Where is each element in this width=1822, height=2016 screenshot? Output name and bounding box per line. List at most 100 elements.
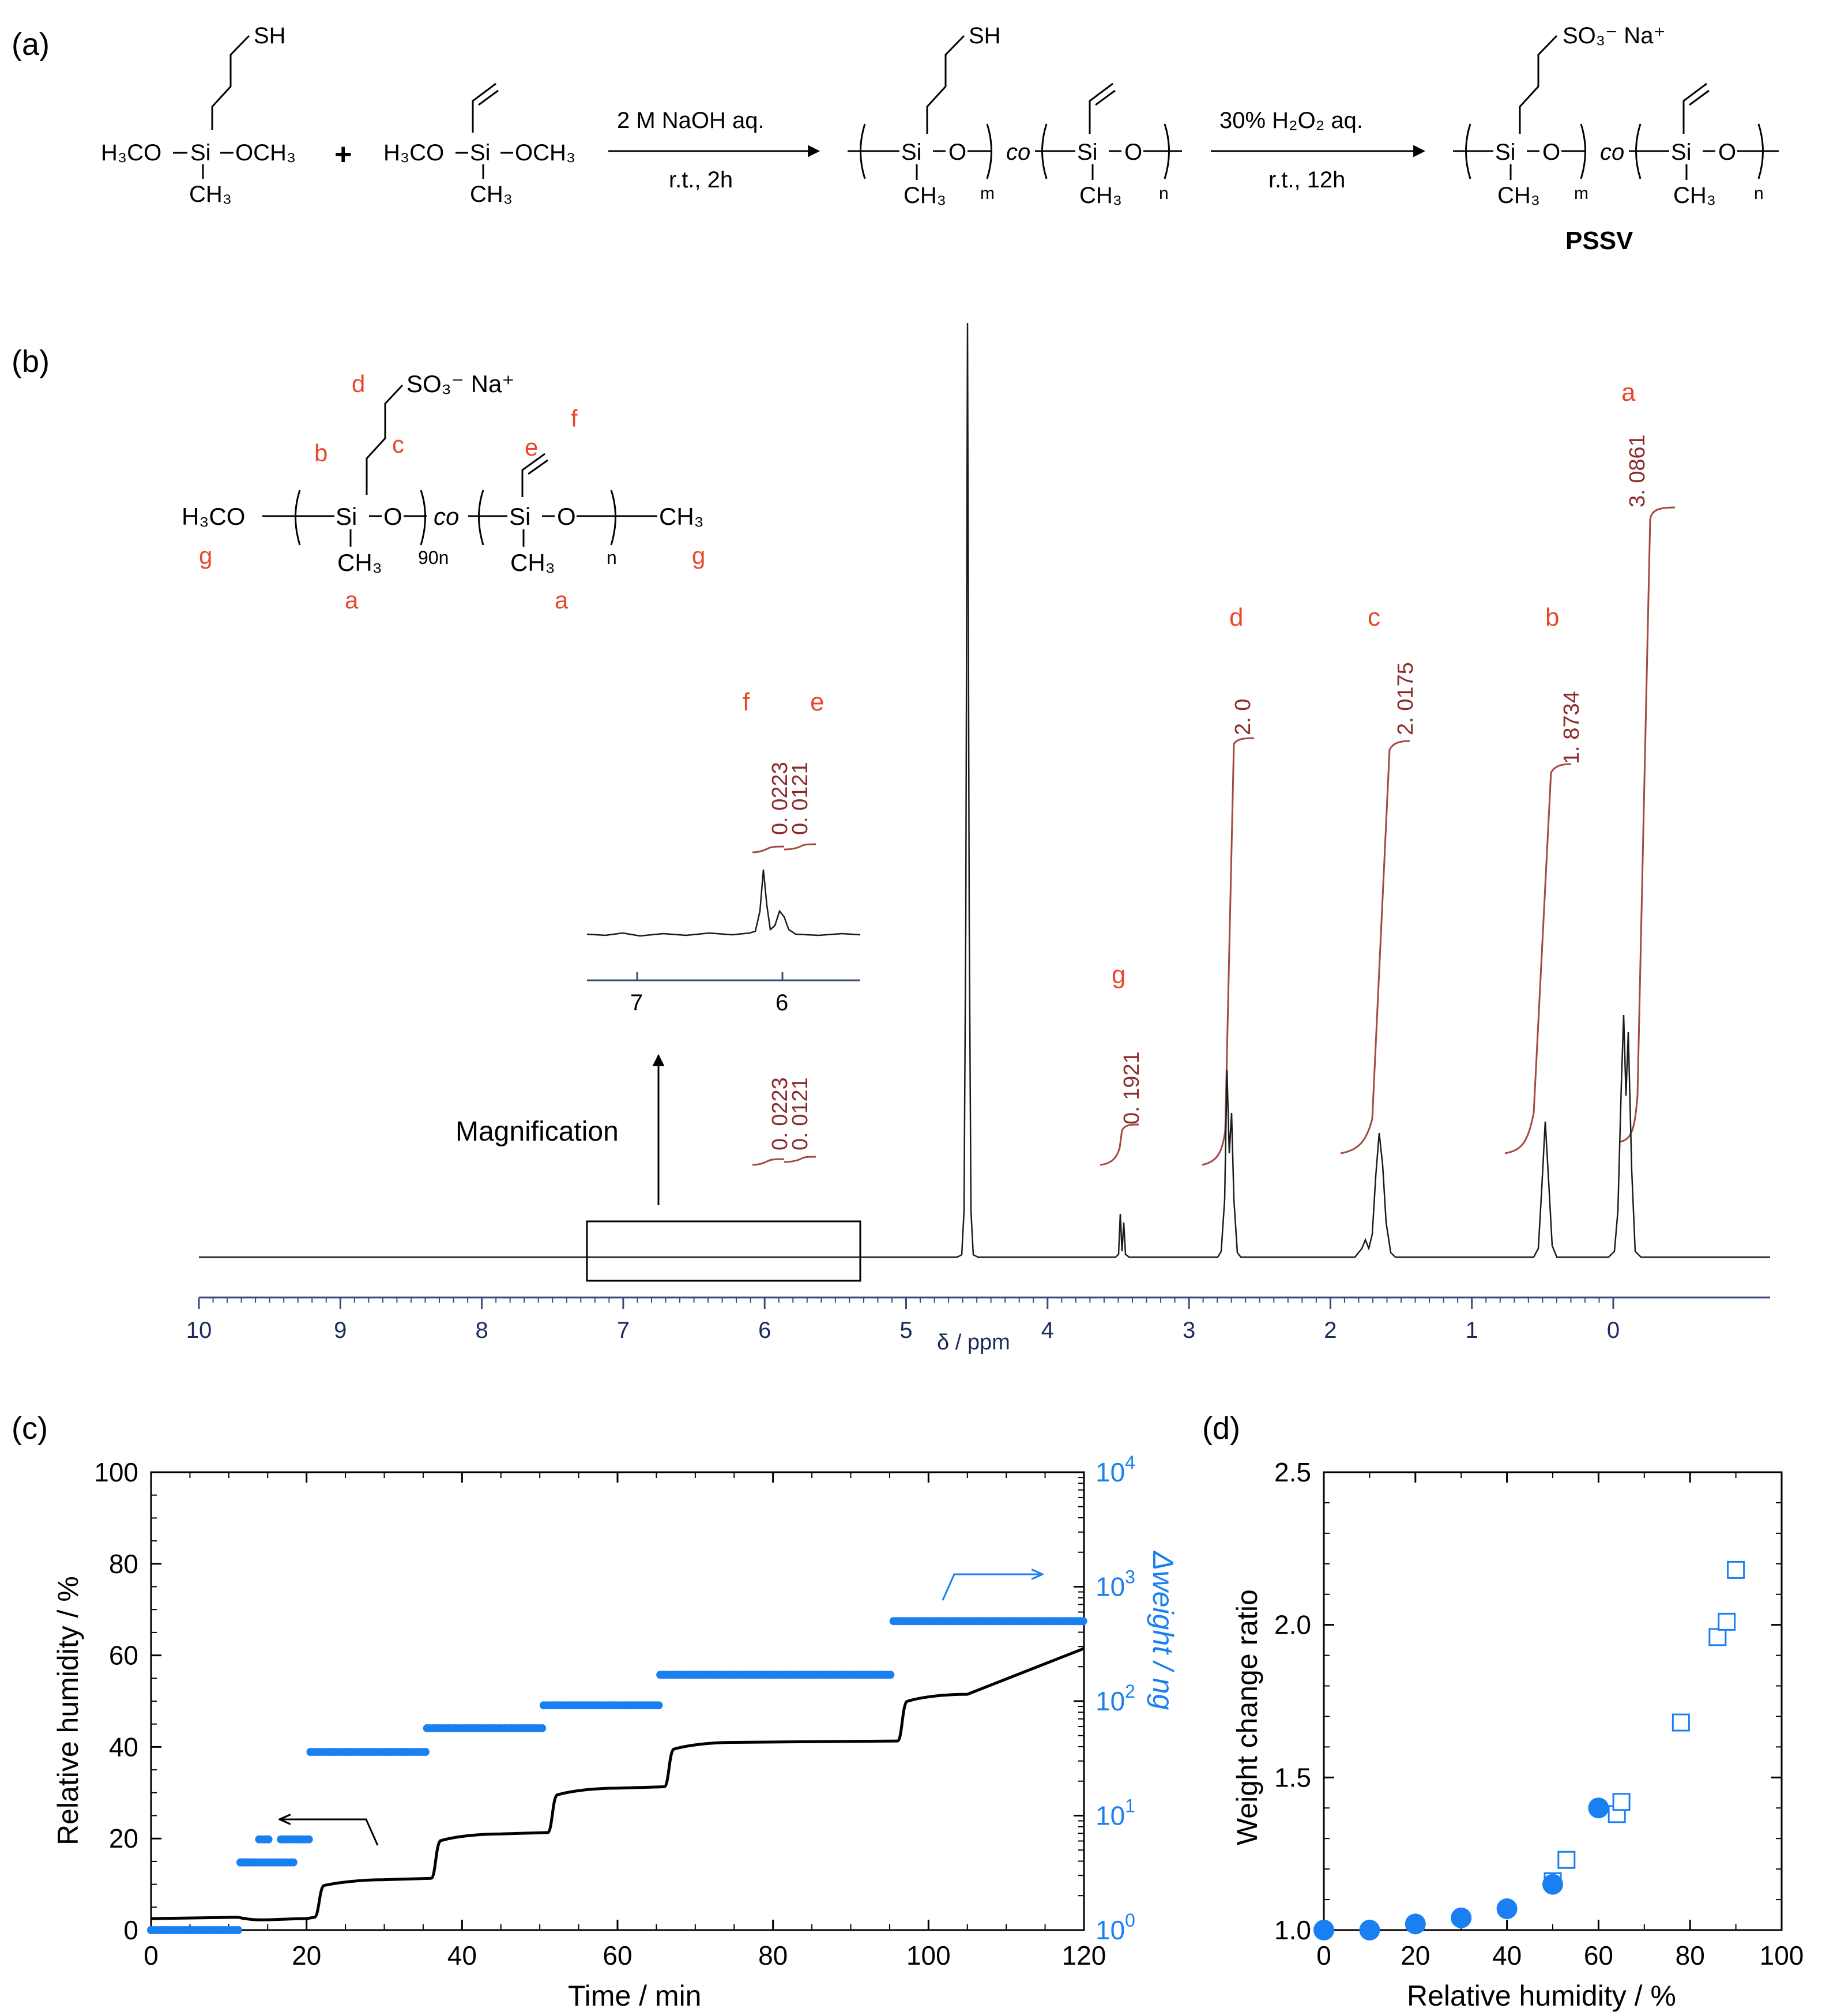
c-x-tick-label: 40 bbox=[447, 1940, 477, 1970]
c-y2-label: Δweight / ng bbox=[1147, 1551, 1179, 1710]
struct-paren-r2 bbox=[610, 490, 616, 546]
struct-h3co: H₃CO bbox=[182, 503, 245, 530]
c-y2-tick-label: 100 bbox=[1096, 1910, 1135, 1945]
inset-integral-curve-e bbox=[784, 843, 816, 851]
reaction-arrow-2: 30% H₂O₂ aq. r.t., 12h bbox=[1211, 108, 1426, 193]
step2-below: r.t., 12h bbox=[1268, 167, 1345, 193]
prod-o-2: O bbox=[1718, 140, 1736, 165]
inset-spectrum-trace bbox=[586, 869, 861, 937]
prod-n: n bbox=[1754, 184, 1764, 203]
integral-e: 0. 0121 bbox=[788, 1077, 812, 1150]
panel-label-d: (d) bbox=[1202, 1411, 1240, 1446]
panel-b: (b) SO₃⁻ Na⁺ H₃CO Si O CH₃ 90n co Si O bbox=[12, 322, 1770, 1355]
label-g2: g bbox=[692, 542, 705, 569]
label-a2: a bbox=[555, 586, 569, 614]
int-ch3-2: CH₃ bbox=[1079, 183, 1122, 208]
integral-curve-e bbox=[784, 1156, 816, 1163]
d-sorption-point bbox=[1542, 1874, 1563, 1895]
struct-vinyl-db bbox=[528, 459, 548, 475]
integral-d: 2. 0 bbox=[1231, 699, 1255, 735]
c-weight-point bbox=[886, 1671, 895, 1679]
int-o-2: O bbox=[1124, 140, 1142, 165]
integral-curve-c bbox=[1340, 740, 1410, 1154]
reaction-arrow-1: 2 M NaOH aq. r.t., 2h bbox=[608, 108, 820, 193]
magnification-box bbox=[586, 1220, 861, 1282]
struct-paren-l2 bbox=[478, 490, 484, 546]
int-n: n bbox=[1159, 184, 1169, 203]
c-y-tick-label: 20 bbox=[109, 1823, 138, 1853]
r2-bottom: CH₃ bbox=[470, 182, 513, 207]
struct-co: co bbox=[434, 503, 459, 530]
struct-si-1: Si bbox=[336, 503, 357, 530]
integral-g: 0. 1921 bbox=[1120, 1051, 1144, 1124]
nmr-x-axis: 10 9 8 7 6 5 4 3 2 1 0 δ / ppm bbox=[186, 1296, 1770, 1355]
nmr-tick-label: 6 bbox=[758, 1318, 771, 1343]
r1-right: OCH₃ bbox=[235, 140, 296, 166]
integral-a: 3. 0861 bbox=[1625, 434, 1650, 507]
plus-sign: + bbox=[334, 138, 352, 171]
r1-si: Si bbox=[190, 140, 211, 166]
nmr-structure: SO₃⁻ Na⁺ H₃CO Si O CH₃ 90n co Si O CH₃ bbox=[182, 370, 705, 614]
peak-label-a: a bbox=[1621, 378, 1636, 407]
nmr-tick-label: 1 bbox=[1466, 1318, 1478, 1343]
d-desorption-point bbox=[1672, 1713, 1690, 1732]
struct-ch3-end: CH₃ bbox=[659, 503, 704, 530]
r2-right: OCH₃ bbox=[515, 140, 575, 166]
struct-n: n bbox=[607, 547, 617, 568]
nmr-tick-label: 4 bbox=[1041, 1318, 1054, 1343]
c-weight-point bbox=[234, 1926, 243, 1934]
integral-curve-b bbox=[1504, 763, 1572, 1154]
prod-vinyl bbox=[1682, 82, 1707, 134]
int-sh: SH bbox=[969, 23, 1001, 48]
d-y-tick-label: 1.0 bbox=[1274, 1915, 1311, 1945]
peak-label-g: g bbox=[1112, 961, 1125, 989]
integral-curve-a bbox=[1620, 506, 1676, 1143]
struct-paren-r1 bbox=[420, 490, 426, 546]
struct-ch3-2: CH₃ bbox=[510, 549, 555, 576]
c-x-tick-label: 80 bbox=[758, 1940, 788, 1970]
label-g1: g bbox=[199, 542, 212, 569]
c-weight-axis-arrow bbox=[942, 1574, 1042, 1601]
step1-below: r.t., 2h bbox=[669, 167, 733, 193]
peak-label-c: c bbox=[1368, 603, 1380, 631]
panel-label-b: (b) bbox=[12, 344, 50, 379]
magnification-label: Magnification bbox=[456, 1116, 619, 1147]
inset-integral-curve-f bbox=[752, 845, 785, 853]
int-paren-r2 bbox=[1164, 123, 1170, 179]
step2-above: 30% H₂O₂ aq. bbox=[1219, 108, 1363, 133]
label-e: e bbox=[525, 434, 538, 461]
d-y-tick-label: 1.5 bbox=[1274, 1762, 1311, 1792]
c-weight-point bbox=[289, 1858, 298, 1867]
int-si-2: Si bbox=[1077, 140, 1098, 165]
d-x-label: Relative humidity / % bbox=[1407, 1980, 1676, 2012]
c-y2-tick-label: 104 bbox=[1096, 1452, 1135, 1487]
d-desorption-point bbox=[1727, 1560, 1745, 1579]
r1-bottom: CH₃ bbox=[189, 182, 232, 207]
d-sorption-point bbox=[1451, 1907, 1472, 1928]
d-sorption-point bbox=[1405, 1913, 1426, 1935]
c-y-tick-label: 60 bbox=[109, 1641, 138, 1671]
integral-b: 1. 8734 bbox=[1560, 691, 1584, 764]
nmr-x-label: δ / ppm bbox=[937, 1330, 1010, 1355]
prod-chain bbox=[1519, 35, 1558, 134]
nmr-tick-label: 7 bbox=[617, 1318, 630, 1343]
integral-c: 2. 0175 bbox=[1394, 662, 1418, 735]
peak-label-b: b bbox=[1545, 603, 1559, 631]
c-y-tick-label: 80 bbox=[109, 1549, 138, 1579]
nmr-tick-label: 3 bbox=[1183, 1318, 1195, 1343]
c-x-tick-label: 20 bbox=[292, 1940, 321, 1970]
prod-co: co bbox=[1600, 140, 1624, 165]
c-weight-point bbox=[654, 1701, 663, 1710]
c-x-tick-label: 120 bbox=[1062, 1940, 1106, 1970]
product-polymer: SO₃⁻ Na⁺ Si O CH₃ m co Si O CH₃ n P bbox=[1453, 23, 1779, 255]
int-si-1: Si bbox=[901, 140, 922, 165]
inset-integral-e: 0. 0121 bbox=[788, 762, 812, 835]
nmr-tick-label: 10 bbox=[186, 1318, 212, 1343]
c-humidity-axis-arrow bbox=[280, 1819, 379, 1846]
c-y-label: Relative humidity / % bbox=[52, 1576, 84, 1845]
nmr-inset: 7 6 bbox=[586, 869, 861, 1015]
c-x-tick-label: 0 bbox=[144, 1940, 159, 1970]
prod-paren-r2 bbox=[1757, 123, 1764, 179]
label-b: b bbox=[314, 439, 327, 467]
